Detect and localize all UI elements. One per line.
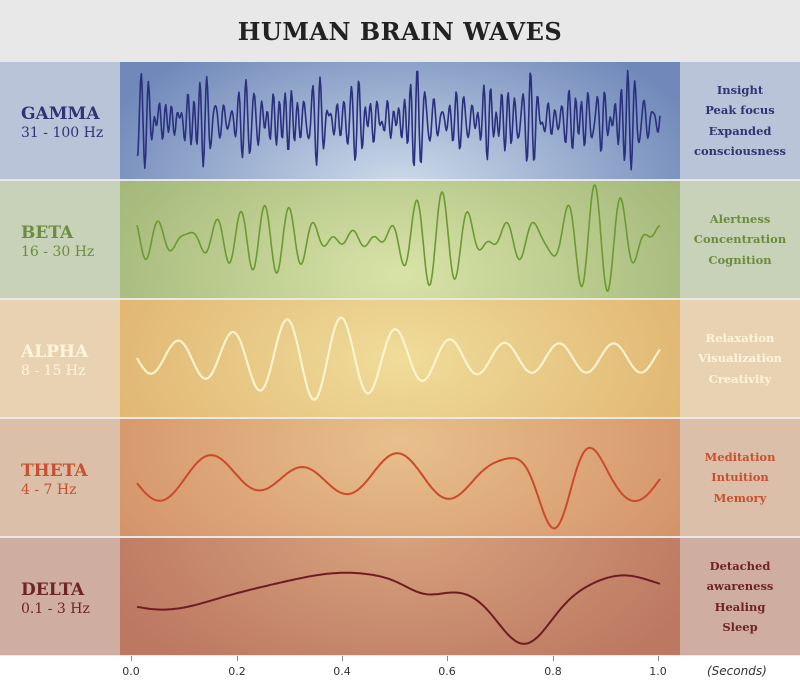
wave-line (136, 446, 661, 530)
association-item: Alertness (709, 211, 771, 226)
band-frequency-range: 31 - 100 Hz (21, 125, 104, 141)
association-item: Creativity (708, 371, 772, 386)
band-label-panel: BETA 16 - 30 Hz (0, 181, 120, 298)
time-axis: 0.0 0.2 0.4 0.6 0.8 1.0 (Seconds) (0, 656, 800, 694)
band-associations: Alertness Concentration Cognition (680, 181, 800, 298)
band-name: DELTA (21, 580, 85, 600)
band-label-panel: DELTA 0.1 - 3 Hz (0, 538, 120, 655)
wave-panel (120, 62, 680, 179)
band-name: BETA (21, 223, 74, 243)
wave-panel (120, 300, 680, 417)
association-item: awareness (706, 579, 774, 593)
wave-delta (136, 571, 661, 645)
wave-line (136, 69, 661, 171)
tick-label: 0.8 (544, 665, 562, 678)
wave-beta (136, 184, 661, 292)
tick-label: 1.0 (649, 665, 667, 678)
wave-line (136, 571, 661, 645)
wave-panel (120, 181, 680, 298)
association-item: Sleep (722, 620, 758, 634)
axis-unit: (Seconds) (707, 664, 767, 678)
tick-label: 0.4 (333, 665, 351, 678)
band-name: ALPHA (21, 342, 89, 362)
association-item: Intuition (711, 470, 769, 485)
tick-label: 0.2 (228, 665, 246, 678)
association-item: Expanded (708, 123, 772, 138)
band-row-alpha: ALPHA 8 - 15 Hz Relaxation Visualization C… (0, 300, 800, 417)
wave-line (136, 184, 661, 292)
band-label-panel: THETA 4 - 7 Hz (0, 419, 120, 536)
association-item: Concentration (693, 232, 787, 247)
band-frequency-range: 0.1 - 3 Hz (21, 601, 90, 617)
tick-mark (658, 656, 659, 661)
tick-mark (237, 656, 238, 661)
band-frequency-range: 16 - 30 Hz (21, 244, 95, 260)
wave-panel (120, 538, 680, 655)
association-item: Relaxation (705, 330, 775, 345)
association-item: Healing (714, 599, 766, 614)
association-item: Insight (716, 82, 764, 97)
band-row-beta: BETA 16 - 30 Hz Alertness Concentration Co… (0, 181, 800, 298)
wave-panel (120, 419, 680, 536)
band-frequency-range: 8 - 15 Hz (21, 363, 86, 379)
band-associations: Meditation Intuition Memory (680, 419, 800, 536)
wave-alpha (136, 316, 661, 401)
association-item: consciousness (693, 144, 786, 158)
band-row-delta: DELTA 0.1 - 3 Hz Detached awareness Healin… (0, 538, 800, 655)
band-associations: Detached awareness Healing Sleep (680, 538, 800, 655)
band-label-panel: GAMMA 31 - 100 Hz (0, 62, 120, 179)
tick-label: 0.6 (438, 665, 456, 678)
band-label-panel: ALPHA 8 - 15 Hz (0, 300, 120, 417)
association-item: Peak focus (705, 103, 775, 117)
tick-label: 0.0 (122, 665, 140, 678)
association-item: Memory (713, 490, 767, 505)
page-title: HUMAN BRAIN WAVES (237, 17, 563, 46)
wave-gamma (136, 69, 661, 171)
tick-mark (553, 656, 554, 661)
tick-mark (131, 656, 132, 661)
band-name: THETA (21, 461, 88, 481)
association-item: Cognition (708, 252, 772, 267)
band-row-gamma: GAMMA 31 - 100 Hz Insight Peak focus Expan… (0, 62, 800, 179)
band-name: GAMMA (21, 104, 100, 124)
wave-theta (136, 446, 661, 530)
band-associations: Insight Peak focus Expanded consciousness (680, 62, 800, 179)
wave-line (136, 316, 661, 401)
tick-mark (447, 656, 448, 661)
association-item: Visualization (698, 351, 782, 366)
band-associations: Relaxation Visualization Creativity (680, 300, 800, 417)
band-row-theta: THETA 4 - 7 Hz Meditation Intuition Memory (0, 419, 800, 536)
association-item: Meditation (704, 449, 776, 464)
association-item: Detached (709, 558, 771, 573)
tick-mark (342, 656, 343, 661)
band-frequency-range: 4 - 7 Hz (21, 482, 77, 498)
